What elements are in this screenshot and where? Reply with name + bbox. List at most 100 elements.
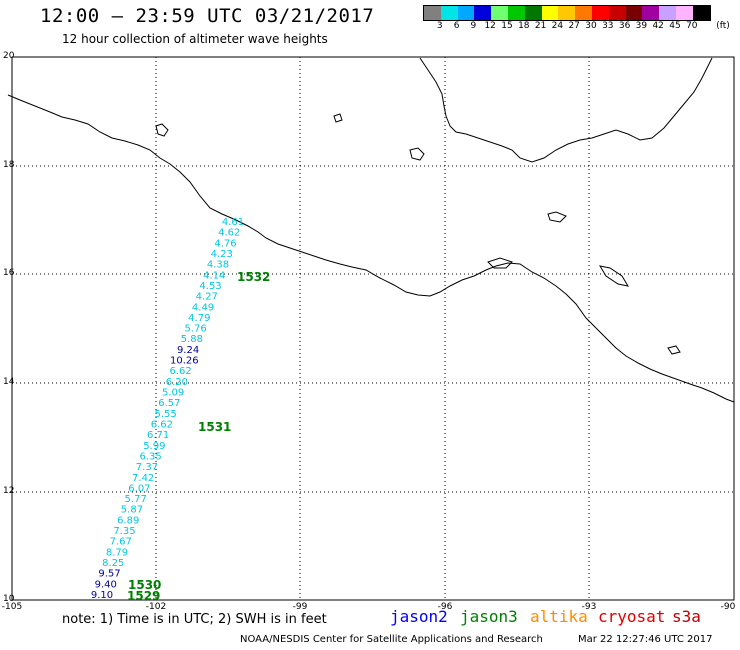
page-subtitle: 12 hour collection of altimeter wave hei… (62, 32, 328, 46)
wave-height-value: 5.77 (125, 494, 147, 505)
island-4 (155, 123, 169, 137)
track-time: 1530 (128, 578, 161, 592)
track-time: 1529 (127, 589, 160, 603)
wave-height-value: 7.67 (110, 537, 132, 548)
wave-height-value: 7.42 (132, 473, 154, 484)
wave-height-value: 4.38 (207, 260, 229, 271)
scale-swatch (440, 6, 458, 20)
wave-height-labels: 4.614.624.764.234.384.144.534.274.494.79… (91, 217, 244, 601)
lon-label: -90 (720, 602, 736, 612)
wave-height-value: 6.89 (117, 515, 139, 526)
scale-swatch (541, 6, 559, 20)
wave-height-value: 4.79 (188, 313, 210, 324)
wave-height-value: 4.76 (214, 238, 236, 249)
legend-altika: altika (530, 607, 588, 626)
scale-label: 12 (484, 21, 496, 31)
legend-cryosat: cryosat (598, 607, 666, 626)
track-time: 1531 (198, 420, 231, 434)
wave-height-value: 10.26 (170, 356, 199, 367)
scale-swatch (692, 6, 710, 20)
wave-height-value: 6.62 (169, 366, 191, 377)
wave-height-value: 4.23 (211, 249, 233, 260)
island-1 (409, 147, 425, 161)
scale-swatch (625, 6, 643, 20)
scale-label: 15 (501, 21, 513, 31)
wave-height-value: 6.07 (128, 483, 150, 494)
wave-height-value: 7.37 (136, 462, 158, 473)
footnote: note: 1) Time is in UTC; 2) SWH is in fe… (62, 612, 327, 627)
wave-height-value: 5.87 (121, 505, 143, 516)
island-6 (667, 345, 681, 355)
wave-height-value: 9.24 (177, 345, 199, 356)
scale-label: 3 (436, 21, 443, 31)
wave-height-value: 4.62 (218, 228, 240, 239)
color-scale-bar (423, 5, 711, 21)
scale-label: 21 (534, 21, 547, 31)
scale-label: 6 (453, 21, 460, 31)
credit-left: NOAA/NESDIS Center for Satellite Applica… (240, 634, 543, 645)
lon-label: -93 (581, 602, 597, 612)
wave-height-value: 6.20 (166, 377, 188, 388)
credit-right: Mar 22 12:27:46 UTC 2017 (578, 634, 713, 645)
scale-swatch (457, 6, 475, 20)
scale-swatch (675, 6, 693, 20)
scale-label: 24 (551, 21, 564, 31)
scale-swatch (424, 6, 441, 20)
scale-label: 70 (686, 21, 698, 31)
wave-height-value: 6.35 (140, 451, 162, 462)
scale-swatch (474, 6, 492, 20)
coastline-yucatan (419, 57, 713, 163)
scale-swatch (575, 6, 592, 20)
scale-label: 9 (470, 21, 477, 31)
color-scale-labels: 3 6 9 12 15 18 21 24 27 30 33 36 39 42 45 70 (ft) (423, 21, 740, 33)
coastline-mexico (7, 94, 735, 403)
wave-height-value: 5.88 (181, 334, 203, 345)
track-time: 1532 (237, 270, 270, 284)
scale-label: 18 (518, 21, 530, 31)
scale-swatch (591, 6, 609, 20)
island-5 (487, 257, 513, 269)
lat-label: 14 (3, 377, 15, 387)
wave-height-value: 4.49 (192, 302, 214, 313)
map-frame (11, 56, 735, 601)
page-title: 12:00 – 23:59 UTC 03/21/2017 (40, 5, 375, 27)
lon-label: -102 (145, 602, 167, 612)
lon-label: -96 (437, 602, 453, 612)
legend-jason2: jason2 (390, 607, 448, 626)
wave-height-value: 6.57 (158, 398, 180, 409)
island-2 (547, 211, 567, 223)
wave-height-value: 4.53 (199, 281, 221, 292)
scale-label: 39 (635, 21, 648, 31)
wave-height-value: 5.99 (143, 441, 165, 452)
scale-swatch (642, 6, 660, 20)
wave-height-value: 4.14 (203, 270, 225, 281)
lon-label: -105 (1, 602, 23, 612)
scale-label: 30 (585, 21, 597, 31)
scale-swatch (558, 6, 576, 20)
scale-swatch (659, 6, 676, 20)
wave-height-value: 5.55 (154, 409, 176, 420)
wave-height-value: 4.61 (222, 217, 244, 228)
wave-height-value: 8.25 (102, 558, 124, 569)
lat-label: 10 (3, 594, 15, 604)
lat-label: 16 (3, 268, 15, 278)
lon-label: -99 (292, 602, 308, 612)
wave-height-value: 6.71 (147, 430, 169, 441)
lat-label: 18 (3, 160, 15, 170)
lat-label: 12 (3, 486, 15, 496)
lat-label: 20 (3, 51, 15, 61)
legend-s3a: s3a (672, 607, 701, 626)
wave-height-value: 5.76 (184, 324, 206, 335)
wave-height-value: 9.57 (98, 569, 120, 580)
wave-height-value: 7.35 (113, 526, 135, 537)
wave-height-value: 5.09 (162, 388, 184, 399)
scale-label: 27 (568, 21, 580, 31)
wave-height-value: 9.40 (95, 579, 117, 590)
scale-swatch (491, 6, 508, 20)
legend-jason3: jason3 (460, 607, 518, 626)
scale-swatch (608, 6, 626, 20)
scale-label: 36 (618, 21, 631, 31)
wave-height-value: 9.10 (91, 590, 113, 601)
